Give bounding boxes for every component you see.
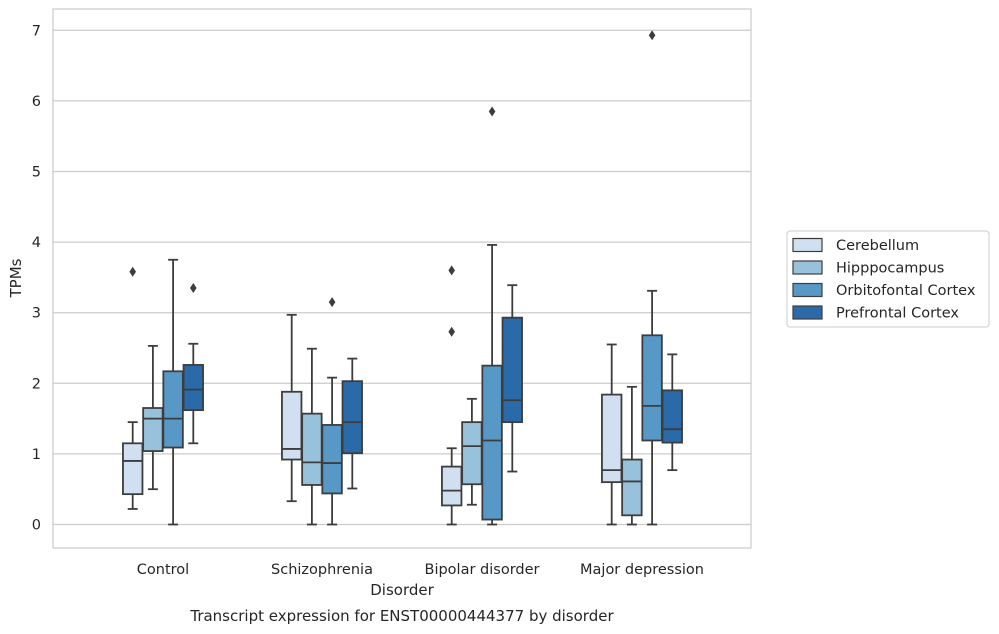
box-iqr	[441, 465, 463, 507]
x-tick-label: Schizophrenia	[271, 562, 373, 578]
box-iqr	[142, 407, 164, 452]
box-prefrontal-cortex	[661, 353, 683, 472]
x-tick-labels: Control Schizophrenia Bipolar disorder Majo…	[137, 562, 704, 578]
x-tick-label: Control	[137, 562, 189, 578]
legend-label: Orbitofontal Cortex	[836, 283, 976, 299]
plot-background	[53, 9, 751, 548]
box-iqr	[341, 380, 363, 455]
y-tick-label: 2	[32, 376, 41, 392]
box-iqr	[182, 364, 204, 412]
legend-frame	[786, 230, 990, 328]
outlier-point	[190, 282, 197, 293]
box-cerebellum	[281, 313, 303, 503]
box-iqr	[481, 364, 503, 521]
box-hipppocampus	[621, 385, 643, 526]
box-iqr	[641, 334, 663, 442]
box-prefrontal-cortex	[182, 282, 204, 445]
legend: Cerebellum Hipppocampus Orbitofontal Corte…	[786, 230, 990, 328]
y-tick-label: 3	[32, 306, 41, 322]
legend-swatch	[792, 237, 823, 253]
outlier-point	[448, 265, 455, 276]
box-iqr	[321, 424, 343, 495]
outlier-point	[448, 326, 455, 337]
y-tick-labels: 0 1 2 3 4 5 6 7	[32, 23, 41, 533]
box-iqr	[301, 412, 323, 486]
box-orbitofontal-cortex	[162, 258, 184, 526]
box-prefrontal-cortex	[501, 284, 523, 473]
legend-swatch	[792, 260, 823, 275]
box-prefrontal-cortex	[341, 357, 363, 490]
legend-label: Cerebellum	[836, 238, 919, 254]
legend-label: Prefrontal Cortex	[836, 306, 959, 322]
box-orbitofontal-cortex	[481, 106, 503, 526]
legend-swatch	[792, 282, 823, 298]
y-tick-label: 0	[32, 518, 41, 534]
x-tick-label: Bipolar disorder	[425, 562, 540, 578]
box-cerebellum	[122, 266, 144, 510]
box-iqr	[601, 393, 623, 484]
box-marks	[122, 30, 683, 526]
x-tick-label: Major depression	[580, 562, 704, 578]
y-tick-label: 6	[32, 94, 41, 110]
plot-frame	[52, 8, 752, 549]
legend-label: Hipppocampus	[836, 261, 944, 277]
box-iqr	[162, 370, 184, 449]
y-tick-label: 5	[32, 165, 41, 181]
outlier-point	[328, 297, 336, 308]
y-tick-label: 4	[32, 235, 41, 251]
box-iqr	[661, 389, 683, 444]
y-tick-label: 1	[32, 447, 41, 463]
box-hipppocampus	[461, 397, 483, 506]
box-iqr	[501, 316, 523, 424]
chart-title: Transcript expression for ENST0000044437…	[189, 607, 614, 625]
legend-swatch	[792, 305, 823, 320]
box-cerebellum	[441, 265, 463, 526]
box-orbitofontal-cortex	[321, 297, 343, 526]
y-tick-label: 7	[32, 23, 41, 39]
outlier-point	[648, 30, 656, 41]
box-iqr	[461, 421, 483, 486]
x-axis-label: Disorder	[370, 581, 434, 599]
box-cerebellum	[601, 343, 623, 526]
y-axis-label: TPMs	[7, 258, 25, 298]
box-iqr	[621, 458, 643, 517]
outlier-point	[488, 106, 496, 117]
box-iqr	[122, 442, 144, 496]
box-orbitofontal-cortex	[641, 30, 663, 526]
outlier-point	[129, 266, 136, 277]
box-hipppocampus	[142, 344, 164, 491]
